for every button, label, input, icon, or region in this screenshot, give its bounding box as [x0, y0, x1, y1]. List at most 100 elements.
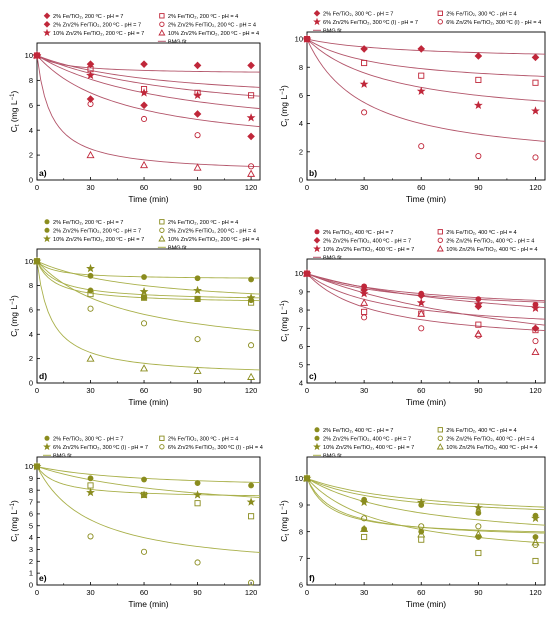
- data-point: [360, 298, 369, 306]
- y-tick-label: 2: [29, 151, 33, 160]
- plot-frame: [36, 248, 261, 384]
- panel-b: 0 30 60 90 120 0 2 4 6 8 10 Time (min) Ct (mg L−1) b)…: [279, 10, 546, 204]
- legend-fit-label: BMG fit: [168, 40, 187, 46]
- fit-curve: [36, 55, 261, 97]
- data-point: [248, 513, 255, 520]
- data-point: [248, 276, 254, 283]
- legend-marker: [158, 29, 166, 36]
- data-point: [359, 289, 369, 298]
- x-tick-label: 120: [529, 386, 542, 395]
- legend-label: 2% Fe/TiO₂, 300 ºC - pH = 4: [446, 11, 516, 18]
- data-point: [86, 150, 95, 159]
- data-point: [531, 53, 540, 62]
- data-point: [361, 314, 368, 321]
- y-tick-label: 9: [299, 287, 303, 296]
- data-point: [532, 79, 539, 86]
- legend-label: 2% Zn/2% Fe/TiO₂, 400 ºC - pH = 7: [323, 238, 411, 245]
- data-point: [474, 52, 483, 60]
- data-point: [86, 354, 95, 362]
- y-tick-label: 8: [29, 486, 33, 495]
- data-point: [193, 366, 202, 374]
- y-tick-label: 0: [29, 379, 33, 388]
- data-point: [141, 294, 147, 301]
- x-tick-label: 0: [35, 183, 39, 192]
- data-point: [32, 256, 42, 265]
- x-tick-label: 60: [417, 183, 425, 192]
- panel-c: 0 30 60 90 120 4 5 6 7 8 9 10 Time (min) Ct (mg L−1) c…: [279, 229, 546, 407]
- x-axis-label: Time (min): [128, 599, 168, 609]
- data-point: [86, 263, 95, 273]
- legend-label: 2% Fe/TiO₂, 200 ºC - pH = 7: [53, 13, 123, 20]
- legend-marker: [43, 234, 51, 243]
- legend-marker: [43, 12, 51, 20]
- fit-curve: [306, 273, 546, 326]
- legend-marker: [44, 219, 50, 225]
- legend-marker: [313, 17, 321, 26]
- legend-label: 2% Fe/TiO₂, 300 ºC - pH = 7: [53, 436, 123, 443]
- data-point: [359, 497, 369, 507]
- panel-a: 0 30 60 90 120 0 2 4 6 8 10 Time (min) Ct (mg L−1) a)…: [9, 12, 261, 204]
- legend-label: 2% Zn/2% Fe/TiO₂, 200 ºC - pH = 4: [168, 22, 256, 29]
- legend-fit-label: BMG fit: [323, 29, 342, 35]
- legend-label: 2% Fe/TiO₂, 400 ºC - pH = 4: [446, 229, 516, 236]
- x-tick-label: 120: [245, 183, 258, 192]
- x-tick-label: 30: [86, 386, 94, 395]
- fit-curve: [306, 477, 546, 511]
- legend-marker: [43, 442, 51, 451]
- x-tick-label: 0: [35, 588, 39, 597]
- data-point: [140, 101, 148, 110]
- data-point: [302, 474, 312, 482]
- legend-marker: [43, 28, 51, 37]
- data-point: [33, 463, 41, 470]
- legend-label: 6% Zn/2% Fe/TiO₂, 300 ºC (I) - pH = 4: [168, 444, 263, 451]
- data-point: [247, 372, 256, 380]
- data-point: [303, 35, 311, 43]
- legend-marker: [314, 229, 320, 235]
- fit-curve: [306, 477, 546, 508]
- legend-label: 2% Zn/2% Fe/TiO₂, 200 ºC - pH = 7: [53, 22, 141, 29]
- legend-marker: [313, 237, 321, 244]
- x-tick-label: 0: [305, 588, 309, 597]
- data-point: [531, 513, 540, 523]
- x-axis-label: Time (min): [128, 397, 168, 407]
- x-tick-label: 0: [305, 183, 309, 192]
- data-point: [140, 548, 148, 555]
- data-point: [474, 530, 483, 538]
- legend-label: 10% Zn/2% Fe/TiO₂, 400 ºC - pH = 4: [446, 246, 537, 253]
- data-point: [531, 538, 540, 546]
- x-axis-label: Time (min): [406, 599, 446, 609]
- y-tick-label: 7: [299, 554, 303, 563]
- x-tick-label: 0: [305, 386, 309, 395]
- fit-curve: [36, 260, 261, 332]
- data-point: [475, 510, 482, 516]
- x-tick-label: 90: [193, 386, 201, 395]
- fit-curve: [36, 261, 261, 371]
- x-tick-label: 60: [417, 386, 425, 395]
- data-point: [194, 275, 201, 282]
- x-tick-label: 120: [529, 588, 542, 597]
- data-point: [139, 88, 149, 97]
- legend-label: 6% Zn/2% Fe/TiO₂, 300 ºC (I) - pH = 7: [323, 19, 418, 26]
- data-point: [246, 497, 256, 506]
- data-point: [32, 50, 42, 60]
- fit-curve: [36, 260, 261, 295]
- legend-label: 2% Fe/TiO₂, 300 ºC - pH = 4: [168, 436, 238, 443]
- data-point: [140, 60, 148, 68]
- fit-curve: [306, 38, 546, 55]
- data-point: [86, 70, 95, 80]
- legend-label: 2% Fe/TiO₂, 200 ºC - pH = 7: [53, 219, 123, 226]
- plot-frame: [36, 42, 261, 181]
- legend-fit-label: BMG fit: [53, 454, 72, 460]
- y-tick-label: 0: [29, 581, 33, 590]
- data-point: [475, 76, 482, 83]
- data-point: [246, 113, 256, 122]
- y-tick-label: 2: [299, 147, 303, 156]
- x-tick-label: 90: [474, 588, 482, 597]
- x-tick-label: 0: [35, 386, 39, 395]
- panel-f: 0 30 60 90 120 6 7 8 9 10 Time (min) Ct (mg L−1) f) 2…: [279, 427, 546, 609]
- data-point: [87, 305, 94, 312]
- legend-marker: [44, 435, 50, 441]
- fit-curve: [306, 477, 546, 526]
- data-point: [416, 497, 426, 507]
- legend-marker: [159, 444, 165, 450]
